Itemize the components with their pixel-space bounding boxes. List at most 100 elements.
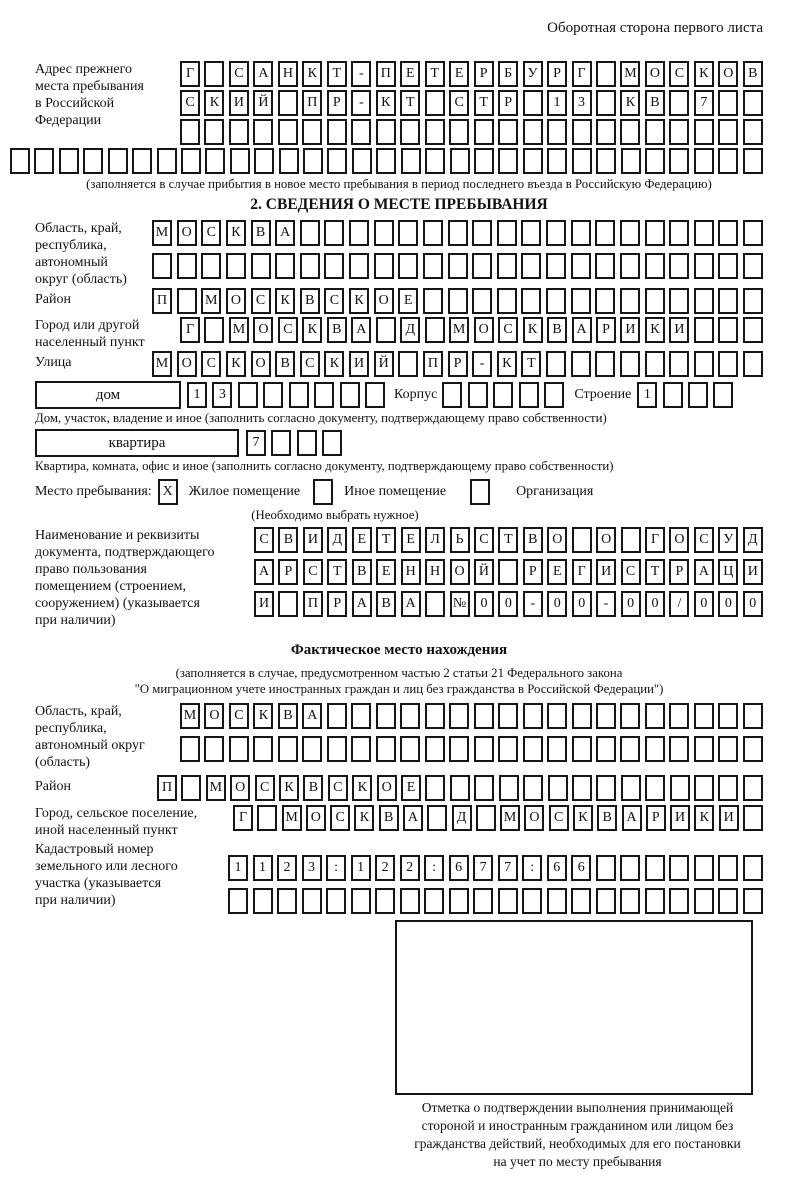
char-cell [693, 253, 714, 279]
char-cell: П [302, 90, 323, 116]
char-cell: Й [473, 559, 494, 585]
label-line: (область) [35, 755, 91, 770]
char-cell: Р [498, 90, 519, 116]
char-cell [644, 288, 665, 314]
char-cell [399, 888, 420, 914]
char-cell [257, 805, 278, 831]
actual-city-label: Город, сельское поселение, иной населенны… [35, 805, 233, 839]
char-cell: К [572, 805, 593, 831]
char-cell [302, 736, 323, 762]
char-cell [522, 119, 543, 145]
char-cell: П [157, 775, 177, 801]
char-cell [718, 288, 739, 314]
char-cell: Г [233, 805, 253, 831]
char-cell [176, 253, 197, 279]
char-cell: Д [451, 805, 472, 831]
char-cell: В [278, 527, 299, 553]
char-cell: А [253, 61, 274, 87]
char-cell [398, 351, 419, 377]
char-cell [271, 430, 292, 456]
char-cell [688, 382, 709, 408]
char-cell [254, 148, 275, 174]
char-cell [595, 736, 616, 762]
char-cell: 3 [571, 90, 592, 116]
char-cell: - [351, 90, 372, 116]
char-cell [229, 148, 250, 174]
char-cell: К [644, 317, 665, 343]
label-line: республика, [35, 721, 107, 736]
char-cell [713, 382, 734, 408]
char-cell [34, 148, 55, 174]
char-cell [742, 317, 763, 343]
char-cell [547, 775, 568, 801]
char-cell: 7 [473, 855, 494, 881]
char-cell [718, 119, 739, 145]
char-cell: К [204, 90, 225, 116]
label-line: на учет по месту пребывания [493, 1154, 662, 1169]
char-cell: Т [473, 90, 494, 116]
label-line: автономный [35, 255, 108, 270]
char-cell: С [180, 90, 200, 116]
label-line: Отметка о подтверждении выполнения прини… [421, 1100, 734, 1115]
char-cell [400, 736, 421, 762]
char-cell: О [473, 317, 494, 343]
char-cell [644, 351, 665, 377]
char-cell: Д [742, 527, 763, 553]
region-label: Область, край, республика, автономный округ… [35, 220, 152, 288]
char-cell: Е [376, 559, 397, 585]
char-cell: А [571, 317, 592, 343]
char-cell: Т [327, 559, 348, 585]
stroenie-label: Строение [574, 387, 632, 402]
char-cell: А [402, 805, 423, 831]
char-cell: С [254, 527, 274, 553]
char-cell [669, 703, 690, 729]
stroenie-cells: 1 [637, 382, 734, 408]
stamp-caption: Отметка о подтверждении выполнения прини… [385, 1099, 770, 1171]
char-cell [669, 220, 690, 246]
char-cell: 1 [637, 382, 658, 408]
char-cell [669, 855, 690, 881]
char-cell [620, 855, 641, 881]
label-line: Город, сельское поселение, [35, 806, 198, 821]
char-cell: К [302, 61, 323, 87]
char-cell: П [375, 61, 396, 87]
char-cell [277, 888, 298, 914]
char-cell [351, 119, 372, 145]
char-cell: К [279, 775, 300, 801]
label-line: стороной и иностранным гражданином или л… [421, 1118, 734, 1133]
char-cell: С [620, 559, 641, 585]
page-side-note: Оборотная сторона первого листа [547, 20, 763, 36]
char-cell: А [621, 805, 642, 831]
char-cell: : [522, 855, 543, 881]
char-cell [571, 736, 592, 762]
char-cell [351, 703, 372, 729]
char-cell [669, 888, 690, 914]
char-cell [277, 90, 298, 116]
char-cell: П [152, 288, 172, 314]
char-cell [58, 148, 79, 174]
char-cell: О [718, 61, 739, 87]
char-cell: М [620, 61, 641, 87]
document-label: Наименование и реквизиты документа, подтв… [35, 527, 254, 629]
label-line: помещением (строением, [35, 579, 186, 594]
char-cell [718, 775, 739, 801]
char-cell [521, 220, 542, 246]
char-cell: Е [400, 61, 421, 87]
char-cell: В [547, 317, 568, 343]
char-cell [693, 351, 714, 377]
char-cell: И [670, 805, 691, 831]
char-cell [398, 253, 419, 279]
char-cell [400, 703, 421, 729]
char-cell [496, 253, 517, 279]
char-cell [571, 775, 592, 801]
char-cell [620, 527, 641, 553]
char-cell [351, 736, 372, 762]
char-cell [644, 148, 665, 174]
char-cell: С [473, 527, 494, 553]
char-cell [595, 90, 616, 116]
char-cell [595, 855, 616, 881]
char-cell: 1 [252, 855, 273, 881]
char-cell: Р [327, 591, 348, 617]
